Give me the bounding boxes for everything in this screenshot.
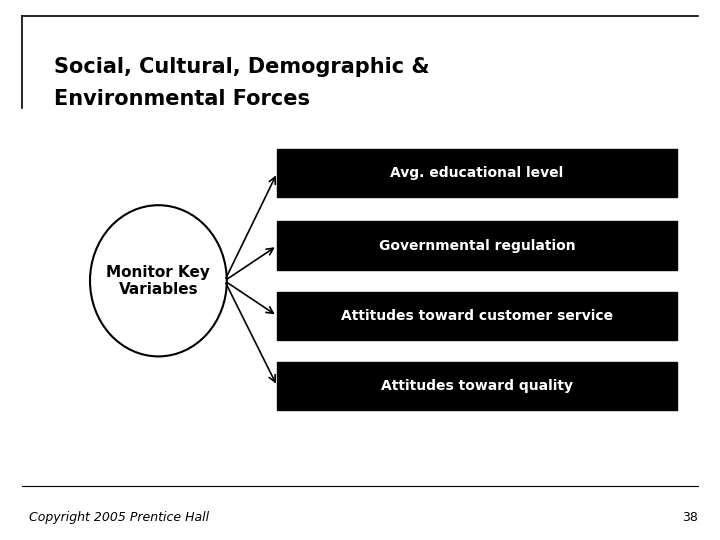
Ellipse shape: [90, 205, 227, 356]
FancyBboxPatch shape: [277, 221, 677, 270]
Text: Avg. educational level: Avg. educational level: [390, 166, 564, 180]
FancyBboxPatch shape: [277, 362, 677, 410]
Text: Attitudes toward quality: Attitudes toward quality: [381, 379, 573, 393]
Text: Social, Cultural, Demographic &: Social, Cultural, Demographic &: [54, 57, 430, 77]
FancyBboxPatch shape: [277, 148, 677, 197]
Text: Environmental Forces: Environmental Forces: [54, 89, 310, 109]
FancyBboxPatch shape: [277, 292, 677, 340]
Text: 38: 38: [683, 511, 698, 524]
Text: Copyright 2005 Prentice Hall: Copyright 2005 Prentice Hall: [29, 511, 209, 524]
Text: Governmental regulation: Governmental regulation: [379, 239, 575, 253]
Text: Monitor Key
Variables: Monitor Key Variables: [107, 265, 210, 297]
Text: Attitudes toward customer service: Attitudes toward customer service: [341, 309, 613, 323]
